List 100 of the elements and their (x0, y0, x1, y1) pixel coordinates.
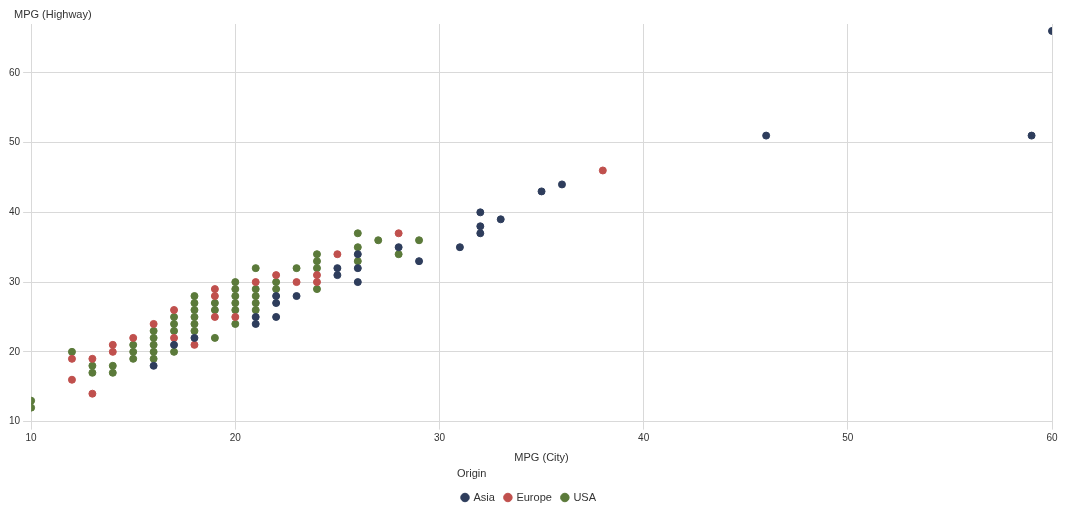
y-tick-label: 10 (9, 415, 21, 427)
point (149, 333, 158, 342)
x-tick-label: 10 (25, 432, 38, 444)
point (476, 208, 485, 217)
point (312, 271, 321, 280)
point (108, 368, 117, 377)
point (272, 285, 281, 294)
point (312, 264, 321, 273)
point (149, 354, 158, 363)
point (251, 299, 260, 308)
point (353, 229, 362, 238)
point (231, 312, 240, 321)
x-tick-label: 40 (638, 432, 650, 444)
y-axis-title: MPG (Highway) (14, 7, 92, 20)
point (394, 243, 403, 252)
point (190, 312, 199, 321)
point (231, 285, 240, 294)
point (312, 285, 321, 294)
point (353, 243, 362, 252)
point (129, 354, 138, 363)
point (88, 389, 97, 398)
point (231, 319, 240, 328)
point (353, 278, 362, 287)
point (394, 229, 403, 238)
point (537, 187, 546, 196)
point (210, 285, 219, 294)
point (190, 340, 199, 349)
point (190, 299, 199, 308)
point (170, 305, 179, 314)
point (251, 264, 260, 273)
point (496, 215, 505, 224)
point (170, 326, 179, 335)
legend-label: USA (573, 490, 597, 503)
legend-title: Origin (457, 467, 487, 480)
point (108, 361, 117, 370)
point (394, 250, 403, 259)
point (251, 305, 260, 314)
point (1027, 131, 1036, 140)
point (129, 340, 138, 349)
point (231, 292, 240, 301)
point (170, 347, 179, 356)
point (272, 271, 281, 280)
point (170, 312, 179, 321)
x-axis-title: MPG (City) (514, 451, 569, 464)
point (210, 305, 219, 314)
point (129, 333, 138, 342)
point (333, 250, 342, 259)
point (312, 250, 321, 259)
point (170, 340, 179, 349)
point (251, 285, 260, 294)
point (455, 243, 464, 252)
point (272, 312, 281, 321)
point (210, 312, 219, 321)
point (149, 326, 158, 335)
y-tick-label: 40 (9, 206, 21, 218)
y-tick-label: 50 (9, 136, 21, 148)
point (190, 326, 199, 335)
point (762, 131, 771, 140)
point (88, 361, 97, 370)
point (149, 340, 158, 349)
point (170, 319, 179, 328)
point (251, 312, 260, 321)
point (251, 319, 260, 328)
point (353, 264, 362, 273)
point (415, 257, 424, 266)
y-tick-label: 60 (9, 66, 21, 78)
y-tick-label: 20 (9, 345, 21, 357)
y-tick-label: 30 (9, 275, 21, 287)
point (190, 333, 199, 342)
point (272, 299, 281, 308)
point (292, 264, 301, 273)
point (67, 375, 76, 384)
point (210, 299, 219, 308)
point (312, 278, 321, 287)
point (476, 229, 485, 238)
point (353, 250, 362, 259)
point (149, 319, 158, 328)
point (210, 292, 219, 301)
x-tick-label: 20 (229, 432, 242, 444)
x-tick-label: 60 (1046, 432, 1058, 444)
point (108, 347, 117, 356)
point (333, 271, 342, 280)
x-tick-label: 50 (842, 432, 854, 444)
point (190, 305, 199, 314)
point (129, 347, 138, 356)
point (88, 368, 97, 377)
point (272, 292, 281, 301)
point (190, 319, 199, 328)
point (292, 292, 301, 301)
point (557, 180, 566, 189)
point (190, 292, 199, 301)
x-tick-label: 30 (433, 432, 446, 444)
point (67, 354, 76, 363)
point (476, 222, 485, 231)
point (353, 257, 362, 266)
point (231, 278, 240, 287)
point (272, 278, 281, 287)
point (374, 236, 383, 245)
point (231, 305, 240, 314)
point (292, 278, 301, 287)
